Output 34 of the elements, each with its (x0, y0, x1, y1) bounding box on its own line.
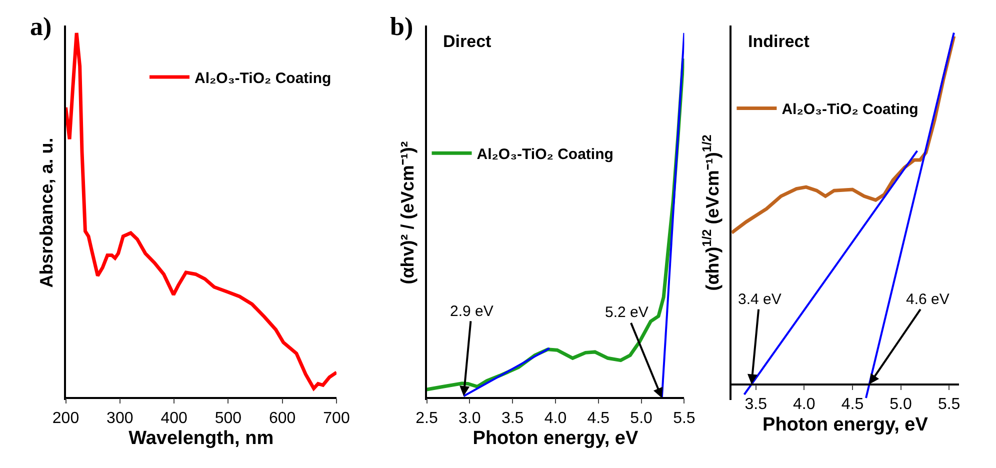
x-tick-label: 5.0 (890, 396, 912, 414)
y-axis-title: Absrobance, a. u. (36, 138, 57, 288)
legend-label: Al₂O₃-TiO₂ Coating (782, 101, 918, 118)
x-tick-label: 500 (214, 410, 242, 427)
x-axis-title: Photon energy, eV (472, 428, 638, 450)
x-tick-label: 5.5 (938, 396, 960, 414)
x-tick-label: 400 (160, 410, 188, 427)
x-tick-label: 3.0 (458, 410, 481, 427)
x-tick-label: 5.0 (630, 410, 653, 427)
annotation: 3.4 eV (738, 291, 782, 308)
chart-title: a) (30, 12, 52, 41)
x-tick-label: 4.0 (793, 396, 816, 414)
x-tick-label: 4.5 (587, 410, 610, 427)
legend-label: Al₂O₃-TiO₂ Coating (194, 70, 332, 87)
x-tick-label: 200 (52, 410, 80, 427)
x-tick-label: 5.5 (673, 410, 696, 427)
x-axis-title: Photon energy, eV (762, 414, 928, 436)
x-tick-label: 4.5 (841, 396, 864, 414)
x-axis-title: Wavelength, nm (128, 428, 274, 450)
chart-title: b) (390, 12, 414, 41)
x-tick-label: 4.0 (544, 410, 567, 427)
x-tick-label: 3.5 (501, 410, 524, 427)
x-tick-label: 600 (269, 410, 296, 427)
x-tick-label: 300 (106, 410, 134, 427)
chart-subtitle: Direct (443, 32, 492, 51)
y-axis-title: (αhv)² / (eVcm⁻¹)² (398, 141, 418, 284)
annotation: 5.2 eV (605, 304, 648, 321)
chart-subtitle: Indirect (748, 32, 810, 51)
x-tick-label: 2.5 (416, 410, 438, 427)
annotation: 2.9 eV (450, 303, 494, 320)
x-tick-label: 3.5 (744, 396, 768, 414)
annotation: 4.6 eV (906, 291, 950, 308)
x-tick-label: 700 (323, 410, 350, 427)
legend-label: Al₂O₃-TiO₂ Coating (476, 146, 614, 163)
